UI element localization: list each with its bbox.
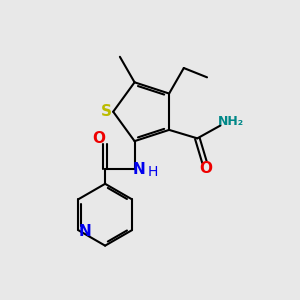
- Text: O: O: [200, 161, 212, 176]
- Text: N: N: [78, 224, 91, 239]
- Text: NH₂: NH₂: [218, 116, 244, 128]
- Text: S: S: [101, 104, 112, 119]
- Text: H: H: [148, 165, 158, 179]
- Text: O: O: [92, 131, 105, 146]
- Text: N: N: [133, 162, 145, 177]
